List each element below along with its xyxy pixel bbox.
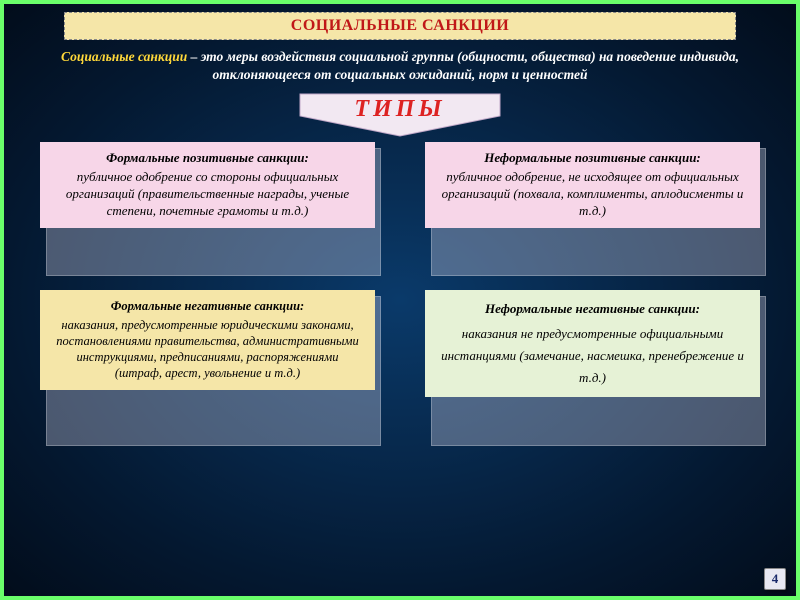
page-title: СОЦИАЛЬНЫЕ САНКЦИИ (291, 17, 509, 34)
card-body: Неформальные негативные санкции: наказан… (425, 290, 760, 396)
definition-term: Социальные санкции (61, 49, 187, 64)
card-text: публичное одобрение со стороны официальн… (66, 169, 349, 218)
title-bar: СОЦИАЛЬНЫЕ САНКЦИИ (64, 12, 736, 40)
page-number: 4 (772, 571, 779, 586)
definition-block: Социальные санкции – это меры воздействи… (28, 48, 772, 84)
types-label: ТИПЫ (270, 96, 530, 123)
card-title: Неформальные негативные санкции: (437, 298, 748, 320)
card-title: Неформальные позитивные санкции: (437, 150, 748, 167)
card-title: Формальные негативные санкции: (52, 298, 363, 314)
card-formal-negative: Формальные негативные санкции: наказания… (40, 290, 375, 440)
card-formal-positive: Формальные позитивные санкции: публичное… (40, 142, 375, 270)
card-title: Формальные позитивные санкции: (52, 150, 363, 167)
cards-grid: Формальные позитивные санкции: публичное… (40, 142, 760, 440)
card-body: Неформальные позитивные санкции: публичн… (425, 142, 760, 228)
page-number-badge: 4 (764, 568, 786, 590)
types-banner: ТИПЫ (270, 90, 530, 138)
card-body: Формальные негативные санкции: наказания… (40, 290, 375, 389)
card-body: Формальные позитивные санкции: публичное… (40, 142, 375, 228)
definition-text: – это меры воздействия социальной группы… (187, 49, 739, 82)
card-informal-positive: Неформальные позитивные санкции: публичн… (425, 142, 760, 270)
card-text: публичное одобрение, не исходящее от офи… (442, 169, 744, 218)
card-informal-negative: Неформальные негативные санкции: наказан… (425, 290, 760, 440)
card-text: наказания, предусмотренные юридическими … (56, 318, 358, 381)
card-text: наказания не предусмотренные официальным… (441, 326, 744, 385)
